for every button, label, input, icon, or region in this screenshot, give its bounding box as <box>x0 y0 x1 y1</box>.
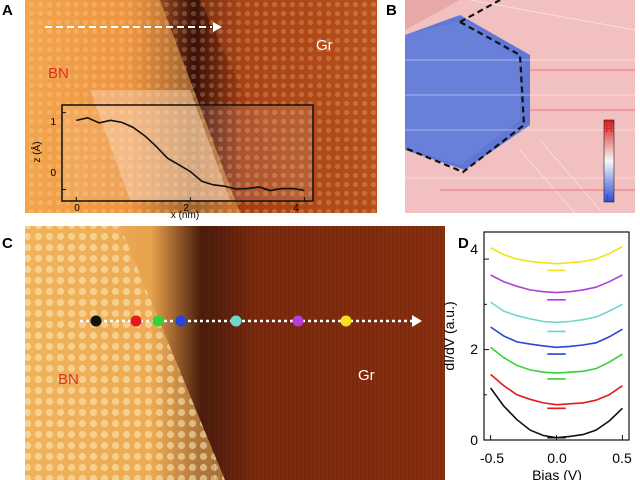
measurement-point-4 <box>230 315 242 327</box>
d-ytick-2: 4 <box>470 241 478 257</box>
d-ytick-1: 2 <box>470 341 478 357</box>
colorbar-low-label: L <box>606 193 612 204</box>
spectrum-curve-1 <box>490 373 623 406</box>
panel-c-image <box>25 226 445 480</box>
spectrum-curve-0 <box>489 387 623 439</box>
d-ytick-0: 0 <box>470 432 478 448</box>
spectrum-curve-3 <box>490 326 623 349</box>
measurement-point-6 <box>340 315 352 327</box>
panel-c-bn-label: BN <box>58 371 79 388</box>
d-xtick-2: 0.5 <box>612 450 632 466</box>
spectrum-curve-6 <box>490 245 623 265</box>
colorbar-high-label: H <box>605 124 612 135</box>
inset-ylabel: z (Å) <box>30 141 43 162</box>
inset-xtick-2: 4 <box>293 203 299 214</box>
inset-ticks <box>62 112 305 201</box>
panel-b-image <box>404 0 636 214</box>
measurement-point-5 <box>292 315 304 327</box>
panel-a-image <box>25 0 377 213</box>
d-xlabel: Bias (V) <box>532 467 582 480</box>
inset-ytick-1: 1 <box>50 117 56 128</box>
inset-ytick-0: 0 <box>50 168 56 179</box>
measurement-point-1 <box>130 315 142 327</box>
panel-label-a: A <box>2 2 13 19</box>
panel-label-d: D <box>458 235 469 252</box>
inset-plot-frame <box>61 104 314 202</box>
panel-a-bn-label: BN <box>48 65 69 82</box>
spectrum-curve-5 <box>490 274 623 294</box>
panel-d-curves <box>489 245 623 439</box>
measurement-points <box>90 315 352 327</box>
spectrum-curve-4 <box>490 301 623 324</box>
d-xtick-0: -0.5 <box>480 450 504 466</box>
panel-c-gr-label: Gr <box>358 367 375 384</box>
panel-d-ticks <box>484 258 623 441</box>
arrow-head-icon <box>213 22 222 32</box>
d-ylabel: dI/dV (a.u.) <box>441 301 457 370</box>
spectrum-curve-2 <box>490 346 623 374</box>
colorbar <box>603 119 615 203</box>
inset-xtick-1: 2 <box>183 203 189 214</box>
panel-label-b: B <box>386 2 397 19</box>
measurement-point-0 <box>90 315 102 327</box>
measurement-point-2 <box>152 315 164 327</box>
measurement-point-3 <box>175 315 187 327</box>
panel-a-gr-label: Gr <box>316 37 333 54</box>
inset-xtick-0: 0 <box>74 203 80 214</box>
panel-label-c: C <box>2 235 13 252</box>
d-xtick-1: 0.0 <box>547 450 567 466</box>
inset-profile-line <box>76 116 305 192</box>
path-arrow-icon <box>412 315 422 327</box>
inset-xlabel: x (nm) <box>171 210 199 221</box>
